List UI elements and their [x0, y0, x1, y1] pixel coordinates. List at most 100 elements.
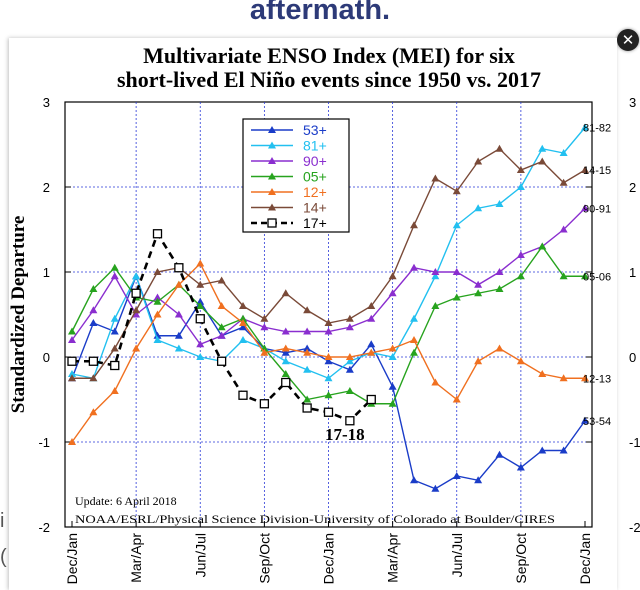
data-point [388, 289, 397, 297]
legend-label: 12+ [303, 184, 327, 200]
data-point [452, 395, 461, 403]
data-point [303, 327, 312, 335]
data-point [559, 149, 568, 156]
data-point [474, 204, 483, 212]
data-point [431, 302, 440, 309]
data-point [153, 297, 162, 305]
data-point [559, 272, 568, 280]
data-point [581, 272, 589, 280]
data-point [516, 357, 525, 365]
data-point [238, 390, 248, 400]
data-point [367, 302, 376, 309]
data-point [367, 340, 376, 348]
data-point [89, 374, 98, 382]
data-point [367, 348, 376, 356]
data-point [153, 293, 162, 301]
data-point [110, 327, 119, 335]
data-point [132, 344, 141, 352]
data-point [260, 323, 269, 331]
data-point [267, 218, 277, 228]
data-point [388, 353, 397, 360]
data-point [303, 348, 312, 356]
data-point [132, 272, 141, 280]
series-end-label: 14-15 [583, 165, 611, 177]
data-point [516, 251, 525, 258]
x-tick-label: Mar/Apr [128, 533, 144, 583]
data-point [474, 289, 483, 297]
x-tick-label: Sep/Oct [256, 533, 272, 584]
legend-label: 81+ [303, 138, 327, 154]
data-point [559, 178, 568, 186]
data-point [452, 293, 461, 301]
legend-label: 17+ [303, 215, 327, 231]
data-point [281, 327, 290, 335]
data-point [345, 357, 354, 365]
data-point [196, 280, 205, 288]
series-end-label: 53-54 [583, 416, 611, 428]
data-point [89, 306, 98, 314]
data-point [474, 357, 483, 365]
data-point [324, 374, 333, 382]
data-point [153, 331, 162, 339]
data-point [581, 204, 589, 212]
data-point [495, 450, 504, 458]
data-point [516, 183, 525, 190]
data-point [68, 374, 76, 382]
x-tick-label: Jun/Jul [192, 533, 208, 577]
data-point [410, 348, 418, 356]
data-point [268, 203, 276, 211]
data-point [281, 357, 290, 365]
close-icon[interactable]: ✕ [617, 29, 639, 51]
series-end-label: 81-82 [583, 123, 611, 135]
data-point [260, 348, 269, 356]
data-point [452, 221, 461, 229]
series-end-label: 05-06 [583, 271, 611, 283]
data-point [452, 187, 461, 195]
data-point [495, 200, 504, 207]
data-point [559, 374, 568, 382]
y-tick-label: 1 [43, 265, 50, 280]
data-point [431, 484, 440, 492]
data-point [268, 141, 276, 149]
x-tick-label: Dec/Jan [64, 533, 80, 584]
data-point [268, 126, 276, 133]
data-point [268, 157, 276, 164]
data-point [239, 323, 247, 331]
data-point [581, 416, 589, 424]
data-point [538, 446, 547, 454]
data-point [345, 365, 354, 373]
data-point [110, 272, 119, 280]
data-point [239, 302, 247, 309]
data-point [68, 327, 76, 335]
data-point [217, 323, 226, 331]
data-point [110, 263, 119, 271]
data-point [495, 144, 504, 152]
data-point [216, 356, 227, 366]
data-point [196, 302, 205, 309]
data-point [431, 268, 440, 275]
data-point [538, 144, 547, 152]
data-point [324, 319, 333, 326]
data-point [89, 285, 98, 292]
legend-label: 90+ [303, 153, 327, 169]
data-point [67, 356, 77, 366]
data-point [195, 314, 205, 324]
data-point [110, 314, 119, 322]
data-point [68, 438, 76, 445]
data-point [431, 272, 440, 280]
data-point [388, 399, 397, 407]
data-point [516, 166, 525, 173]
data-point [281, 377, 291, 388]
data-point [474, 280, 483, 288]
x-tick-label: Mar/Apr [385, 533, 401, 583]
data-point [153, 336, 162, 343]
y-tick-label-right: -2 [629, 520, 640, 535]
data-point [366, 394, 376, 405]
data-point [239, 319, 247, 326]
data-point [538, 242, 547, 250]
data-point [388, 272, 397, 280]
data-point [110, 344, 119, 352]
data-point [153, 310, 162, 318]
data-point [260, 314, 269, 322]
